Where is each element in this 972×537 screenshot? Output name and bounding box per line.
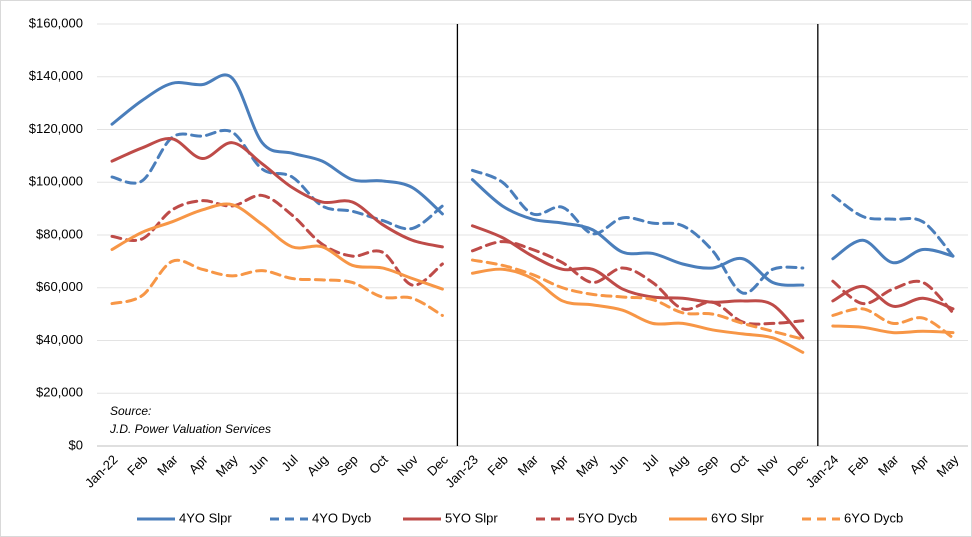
y-tick-label: $0: [69, 437, 83, 452]
series-line: [831, 324, 955, 335]
series-line: [470, 240, 805, 326]
legend-label: 6YO Slpr: [711, 510, 764, 525]
series-line: [470, 267, 805, 354]
series-line: [470, 224, 805, 340]
y-tick-label: $20,000: [36, 385, 83, 400]
series-line: [110, 73, 444, 216]
source-text: J.D. Power Valuation Services: [109, 422, 271, 436]
source-label: Source:: [110, 404, 151, 418]
y-tick-label: $60,000: [36, 279, 83, 294]
series-line: [470, 258, 805, 341]
legend-label: 4YO Dycb: [312, 510, 371, 525]
y-tick-label: $140,000: [29, 68, 83, 83]
series-line: [110, 193, 444, 287]
y-tick-label: $80,000: [36, 226, 83, 241]
series-line: [831, 238, 955, 265]
series-line: [831, 279, 955, 315]
series-line: [831, 284, 955, 311]
legend-label: 5YO Dycb: [578, 510, 637, 525]
series-line: [110, 202, 444, 291]
y-tick-label: $40,000: [36, 332, 83, 347]
y-tick-label: $100,000: [29, 174, 83, 189]
series-line: [831, 307, 955, 340]
y-tick-label: $120,000: [29, 121, 83, 136]
series-line: [110, 258, 444, 317]
series-line: [110, 136, 444, 249]
legend-label: 4YO Slpr: [179, 510, 232, 525]
legend-label: 6YO Dycb: [844, 510, 903, 525]
series-line: [470, 168, 805, 295]
legend-label: 5YO Slpr: [445, 510, 498, 525]
series-line: [831, 193, 955, 258]
series-line: [470, 178, 805, 287]
y-tick-label: $160,000: [29, 15, 83, 30]
